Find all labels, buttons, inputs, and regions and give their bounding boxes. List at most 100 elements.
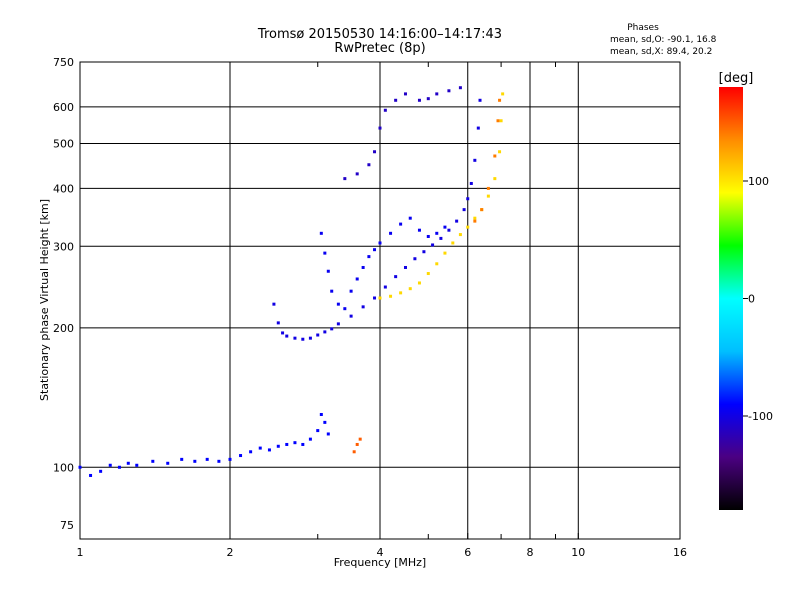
echo-point (281, 331, 285, 335)
echo-point (443, 225, 447, 229)
echo-point (285, 442, 289, 446)
echo-point (447, 89, 451, 93)
echo-point (466, 197, 470, 201)
echo-point (272, 302, 276, 306)
echo-point (180, 457, 184, 461)
echo-point (343, 307, 347, 311)
echo-point (117, 465, 121, 469)
echo-point (349, 289, 353, 293)
echo-point (373, 248, 377, 252)
x-tick-label: 4 (377, 546, 384, 559)
echo-point (498, 98, 502, 102)
echo-point (493, 154, 497, 158)
echo-point (330, 327, 334, 331)
echo-point (323, 330, 327, 334)
colorbar-tick-label: -100 (748, 410, 773, 423)
echo-point (205, 457, 209, 461)
echo-point (473, 216, 477, 220)
echo-point (455, 219, 459, 223)
echo-point (319, 412, 323, 416)
echo-point (447, 228, 451, 232)
echo-point (378, 296, 382, 300)
echo-point (326, 432, 330, 436)
echo-point (435, 262, 439, 266)
chart-subtitle: RwPretec (8p) (334, 41, 425, 56)
echo-point (408, 216, 412, 220)
echo-point (316, 429, 320, 433)
echo-point (426, 234, 430, 238)
echo-point (293, 336, 297, 340)
echo-point (486, 194, 490, 198)
echo-point (439, 236, 443, 240)
echo-point (426, 97, 430, 101)
data-points (78, 86, 505, 477)
x-tick-label: 2 (227, 546, 234, 559)
colorbar-tick-label: 100 (748, 175, 769, 188)
echo-point (383, 285, 387, 289)
echo-point (316, 333, 320, 337)
echo-point (435, 231, 439, 235)
echo-point (478, 98, 482, 102)
echo-point (422, 250, 426, 254)
echo-point (473, 219, 477, 223)
colorbar (719, 87, 743, 510)
echo-point (499, 119, 503, 123)
echo-point (151, 459, 155, 463)
x-tick-label: 16 (673, 546, 687, 559)
echo-point (403, 265, 407, 269)
y-tick-label: 100 (53, 461, 74, 474)
echo-point (249, 450, 253, 454)
echo-point (301, 337, 305, 341)
echo-point (458, 86, 462, 90)
echo-point (501, 92, 505, 96)
x-tick-label: 10 (571, 546, 585, 559)
y-tick-label: 75 (60, 519, 74, 532)
x-axis-label: Frequency [MHz] (334, 556, 426, 569)
echo-point (355, 172, 359, 176)
echo-point (417, 98, 421, 102)
echo-point (417, 281, 421, 285)
echo-point (373, 150, 377, 154)
echo-point (426, 272, 430, 276)
phases-x-stats: mean, sd,X: 89.4, 20.2 (610, 47, 712, 57)
echo-point (394, 275, 398, 279)
echo-point (367, 255, 371, 259)
echo-point (361, 305, 365, 309)
echo-point (355, 442, 359, 446)
echo-point (217, 459, 221, 463)
echo-point (389, 231, 393, 235)
echo-point (378, 126, 382, 130)
echo-point (276, 321, 280, 325)
echo-point (336, 302, 340, 306)
echo-point (258, 446, 262, 450)
y-axis-ticks: 75 100 200 300 400 500 600 750 (53, 56, 74, 532)
echo-point (435, 92, 439, 96)
echo-point (301, 442, 305, 446)
echo-point (239, 454, 243, 458)
phases-o-stats: mean, sd,O: -90.1, 16.8 (610, 35, 717, 45)
echo-point (399, 222, 403, 226)
echo-point (394, 98, 398, 102)
echo-point (451, 241, 455, 245)
echo-point (466, 225, 470, 229)
echo-point (293, 441, 297, 445)
echo-point (486, 186, 490, 190)
echo-point (399, 291, 403, 295)
echo-point (99, 469, 103, 473)
echo-point (476, 126, 480, 130)
echo-point (493, 177, 497, 181)
echo-point (89, 473, 93, 477)
echo-point (358, 437, 362, 441)
y-tick-label: 750 (53, 56, 74, 69)
echo-point (383, 108, 387, 112)
grid-lines (80, 62, 680, 539)
echo-point (108, 463, 112, 467)
echo-point (361, 265, 365, 269)
echo-point (343, 177, 347, 181)
x-tick-label: 8 (527, 546, 534, 559)
echo-point (443, 251, 447, 255)
colorbar-tick-label: 0 (748, 293, 755, 306)
y-tick-label: 600 (53, 101, 74, 114)
echo-point (126, 461, 130, 465)
x-tick-label: 1 (77, 546, 84, 559)
